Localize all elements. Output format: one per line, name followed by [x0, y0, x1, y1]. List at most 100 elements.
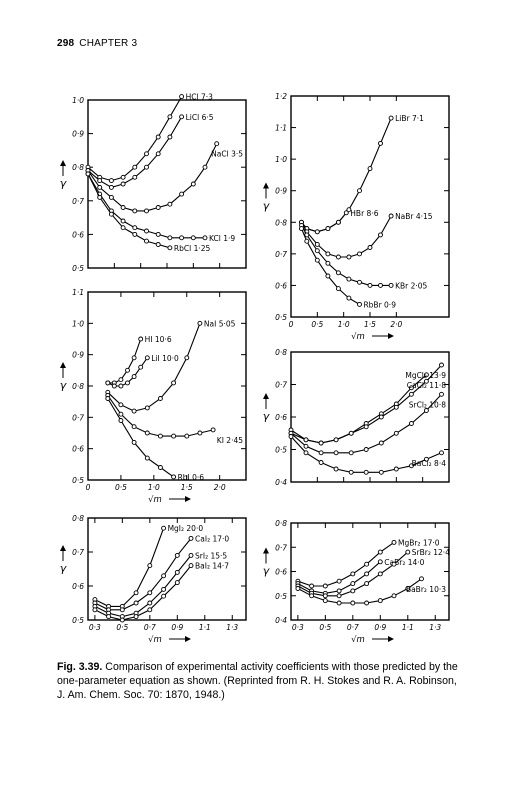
y-tick-label: 0·8 — [72, 382, 84, 391]
data-point — [322, 593, 328, 599]
data-point — [167, 245, 173, 251]
y-axis-arrowhead — [60, 160, 66, 166]
data-point — [335, 286, 341, 292]
data-point — [336, 578, 342, 584]
y-axis-label: γ — [60, 177, 67, 190]
x-tick-label: 1·3 — [429, 623, 441, 632]
data-point — [111, 383, 117, 389]
chart-top-right: 0·50·60·70·80·91·01·11·2γ0 0·5 1·0 1·5 2·0√m… — [263, 92, 450, 342]
series-label: LiBr 7·1 — [395, 114, 424, 123]
y-axis-arrowhead — [263, 547, 269, 554]
series-label: NaCl 3·5 — [211, 150, 243, 159]
x-tick-label: 1·5 — [364, 320, 376, 329]
data-point — [350, 571, 356, 577]
series-srbr-12-4: SrBr₂ 12·4 — [295, 548, 450, 599]
series-label: KCl 1·9 — [209, 234, 235, 243]
x-tick-label: 2·0 — [214, 483, 226, 492]
x-tick-label: 0·7 — [144, 623, 156, 632]
data-point — [408, 391, 414, 397]
series-lii-10-0: LiI 10·0 — [105, 354, 179, 389]
data-point — [303, 437, 309, 443]
data-point — [378, 232, 383, 238]
data-point — [303, 450, 309, 456]
series-line — [297, 541, 395, 587]
data-point — [131, 355, 137, 361]
series-line — [107, 398, 174, 478]
series-hcl-7-3: HCl 7·3 — [85, 93, 213, 184]
data-point — [179, 94, 185, 100]
data-point — [197, 430, 203, 436]
data-point — [363, 447, 369, 452]
data-point — [167, 134, 173, 140]
y-tick-label: 1·1 — [72, 288, 84, 297]
series-line — [107, 395, 214, 437]
series-mgi-20-0: MgI₂ 20·0 — [92, 524, 203, 609]
data-point — [118, 418, 124, 423]
data-point — [92, 607, 98, 613]
data-point — [161, 573, 167, 579]
data-point — [439, 362, 444, 368]
y-tick-label: 0·6 — [275, 281, 287, 290]
data-point — [120, 174, 126, 180]
series-label: HI 10·6 — [145, 335, 172, 344]
x-tick-label: 0·3 — [89, 623, 101, 632]
x-tick-label: 0·5 — [115, 483, 127, 492]
data-point — [336, 600, 342, 606]
data-point — [350, 600, 356, 606]
x-tick-label: 0·9 — [374, 623, 386, 632]
series-label: LiI 10·0 — [151, 354, 179, 363]
data-point — [325, 226, 331, 232]
x-tick-label: 1·1 — [199, 623, 211, 632]
data-point — [348, 469, 354, 475]
series-mgcl-13-9: MgCl₂ 13·9 — [288, 362, 446, 446]
data-point — [335, 254, 341, 260]
series-label: BaBr₂ 10·3 — [406, 585, 446, 594]
data-point — [118, 411, 124, 417]
data-point — [393, 404, 399, 410]
series-label: NaBr 4·15 — [395, 212, 433, 221]
data-point — [405, 586, 411, 591]
series-kbr-2-05: KBr 2·05 — [299, 222, 428, 290]
series-line — [297, 578, 422, 604]
series-label: BaCl₂ 8·4 — [412, 459, 447, 468]
data-point — [157, 465, 163, 470]
x-tick-label: 0·3 — [292, 623, 304, 632]
data-point — [378, 440, 384, 446]
series-nacl-3-5: NaCl 3·5 — [85, 141, 243, 214]
series-line — [87, 143, 218, 212]
data-point — [197, 320, 203, 326]
y-tick-label: 0·5 — [72, 616, 84, 625]
data-point — [108, 178, 114, 184]
y-tick-label: 0·7 — [275, 250, 287, 259]
series-label: SrBr₂ 12·4 — [412, 548, 450, 557]
x-tick-label: 0·9 — [171, 623, 183, 632]
series-line — [301, 215, 392, 258]
data-point — [202, 164, 208, 170]
x-tick-label: 0·5 — [116, 623, 128, 632]
y-tick-label: 0·7 — [72, 548, 84, 557]
y-tick-label: 0·8 — [72, 514, 84, 523]
data-point — [314, 229, 320, 235]
caption-text: Comparison of experimental activity coef… — [57, 661, 458, 701]
y-tick-label: 0·6 — [275, 413, 287, 422]
series-label: BaI₂ 14·7 — [195, 562, 229, 571]
y-tick-label: 0·4 — [275, 478, 287, 487]
data-point — [363, 424, 369, 430]
y-tick-label: 0·9 — [72, 130, 84, 139]
data-point — [132, 174, 138, 180]
x-tick-label: 1·0 — [148, 483, 160, 492]
data-point — [184, 433, 190, 439]
data-point — [439, 450, 444, 456]
data-point — [132, 225, 138, 231]
data-point — [171, 474, 177, 480]
data-point — [295, 586, 301, 591]
y-tick-label: 0·5 — [275, 592, 287, 601]
x-axis-arrowhead — [388, 636, 394, 642]
data-point — [322, 598, 328, 604]
data-point — [314, 257, 320, 263]
data-point — [388, 213, 394, 219]
y-tick-label: 0·5 — [72, 264, 84, 273]
data-point — [378, 469, 384, 475]
data-point — [318, 460, 324, 465]
